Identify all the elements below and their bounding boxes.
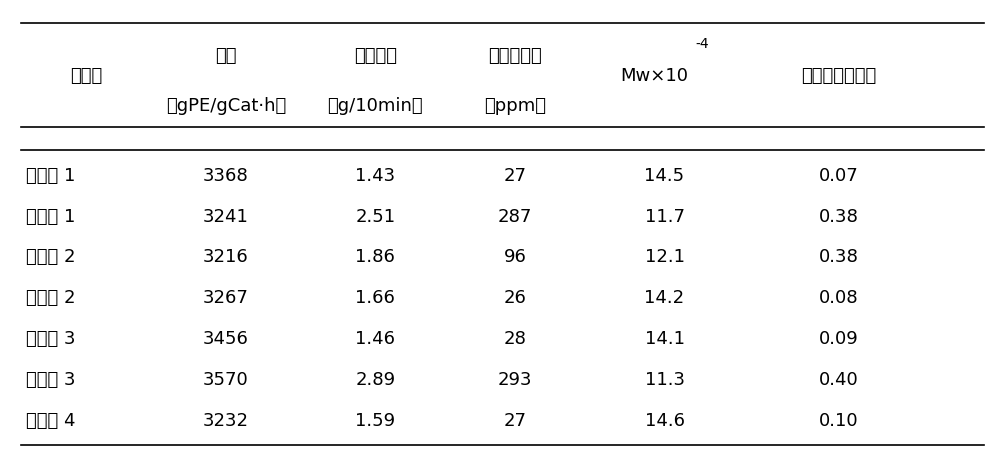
Text: 0.40: 0.40 [819,370,859,388]
Text: 对比例 3: 对比例 3 [26,370,76,388]
Text: 14.2: 14.2 [644,288,685,307]
Text: -4: -4 [696,37,709,51]
Text: 1.86: 1.86 [355,248,395,266]
Text: 3241: 3241 [203,207,249,225]
Text: 26: 26 [504,288,526,307]
Text: 聚合物双键含量: 聚合物双键含量 [801,67,877,85]
Text: 3570: 3570 [203,370,249,388]
Text: 0.38: 0.38 [819,248,859,266]
Text: 2.51: 2.51 [355,207,395,225]
Text: 14.1: 14.1 [645,329,685,347]
Text: 氢气释放量: 氢气释放量 [488,47,542,65]
Text: 11.7: 11.7 [645,207,685,225]
Text: 催化剂: 催化剂 [70,67,102,85]
Text: 27: 27 [503,167,526,184]
Text: 0.09: 0.09 [819,329,859,347]
Text: 0.08: 0.08 [819,288,859,307]
Text: 293: 293 [498,370,532,388]
Text: 3216: 3216 [203,248,249,266]
Text: 0.38: 0.38 [819,207,859,225]
Text: 实施例 3: 实施例 3 [26,329,76,347]
Text: 1.43: 1.43 [355,167,395,184]
Text: 3456: 3456 [203,329,249,347]
Text: 14.6: 14.6 [645,411,685,429]
Text: 3232: 3232 [203,411,249,429]
Text: 0.07: 0.07 [819,167,859,184]
Text: 1.46: 1.46 [355,329,395,347]
Text: 14.5: 14.5 [644,167,685,184]
Text: 1.59: 1.59 [355,411,395,429]
Text: 11.3: 11.3 [645,370,685,388]
Text: （gPE/gCat·h）: （gPE/gCat·h） [166,96,286,114]
Text: 27: 27 [503,411,526,429]
Text: （g/10min）: （g/10min） [328,96,423,114]
Text: 3368: 3368 [203,167,249,184]
Text: Mw×10: Mw×10 [621,67,689,85]
Text: 2.89: 2.89 [355,370,395,388]
Text: （ppm）: （ppm） [484,96,546,114]
Text: 96: 96 [504,248,526,266]
Text: 1.66: 1.66 [355,288,395,307]
Text: 3267: 3267 [203,288,249,307]
Text: 对比例 2: 对比例 2 [26,248,76,266]
Text: 实施例 1: 实施例 1 [26,167,76,184]
Text: 0.10: 0.10 [819,411,859,429]
Text: 287: 287 [498,207,532,225]
Text: 活性: 活性 [215,47,237,65]
Text: 12.1: 12.1 [645,248,685,266]
Text: 对比例 1: 对比例 1 [26,207,76,225]
Text: 熔融指数: 熔融指数 [354,47,397,65]
Text: 实施例 2: 实施例 2 [26,288,76,307]
Text: 28: 28 [504,329,526,347]
Text: 实施例 4: 实施例 4 [26,411,76,429]
